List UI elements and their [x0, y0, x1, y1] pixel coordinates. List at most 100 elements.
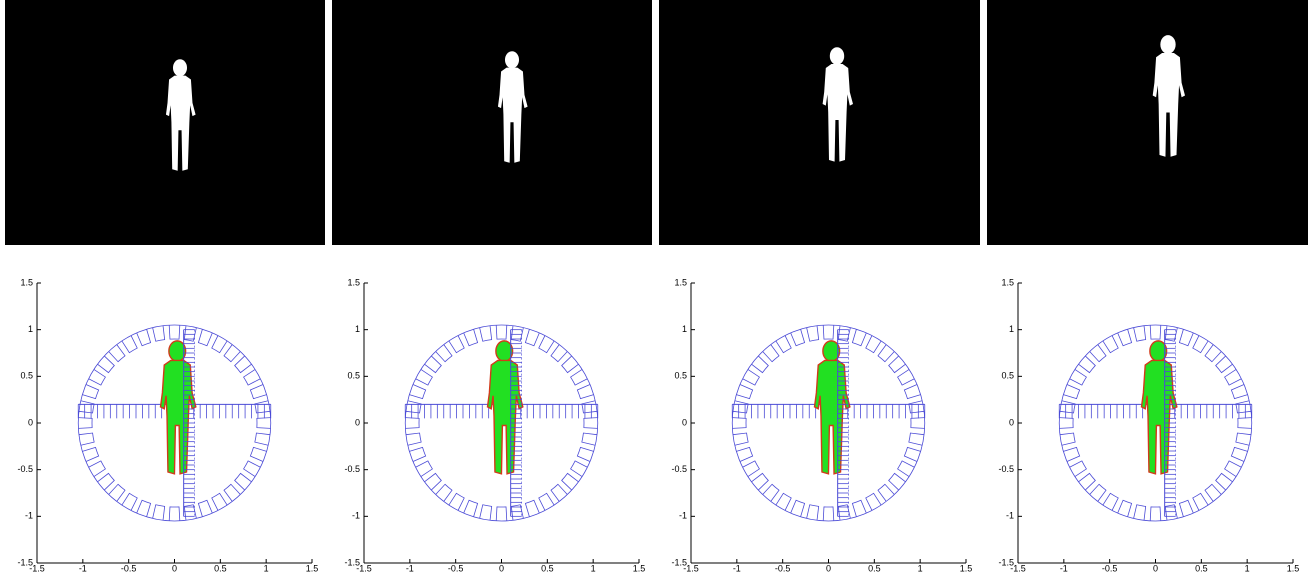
y-tick-label: 1.5: [1001, 277, 1014, 287]
silhouette-body: [161, 360, 196, 473]
y-tick-label: 1: [28, 324, 33, 334]
ring-notch: [571, 369, 588, 385]
ring-notch: [1134, 505, 1146, 521]
ring-notch: [1059, 418, 1073, 429]
ring-notch: [436, 484, 452, 501]
x-tick-label: 1: [591, 563, 596, 572]
x-tick-label: 1.5: [1287, 563, 1300, 572]
ring-notch: [889, 356, 906, 373]
ring-notch: [496, 507, 507, 521]
y-tick-label: 0: [1009, 417, 1014, 427]
ring-notch: [79, 401, 94, 413]
ring-notch: [763, 484, 779, 501]
ring-notch: [122, 336, 137, 353]
y-tick-label: -1: [679, 511, 687, 521]
ring-notch: [743, 369, 760, 385]
x-tick-label: 0: [172, 563, 177, 572]
x-tick-label: -1.5: [683, 563, 699, 572]
ring-notch: [416, 461, 433, 477]
silhouette-body: [815, 360, 850, 473]
y-tick-label: -0.5: [998, 464, 1014, 474]
ring-notch: [405, 418, 419, 429]
ring-notch: [1060, 401, 1075, 413]
ring-notch: [898, 461, 915, 477]
x-tick-label: 0.5: [541, 563, 554, 572]
y-tick-label: 1.5: [20, 277, 33, 287]
x-tick-label: 1.5: [306, 563, 319, 572]
silhouette: [1142, 341, 1177, 474]
ring-notch: [109, 345, 125, 362]
ring-notch: [1150, 507, 1161, 521]
y-tick-label: -0.5: [671, 464, 687, 474]
ring-notch: [79, 433, 94, 445]
x-tick-label: 0: [1153, 563, 1158, 572]
silhouette-head: [496, 341, 513, 361]
ring-notch: [878, 484, 894, 501]
ring-notch: [823, 507, 834, 521]
ring-notch: [898, 369, 915, 385]
x-tick-label: -1.5: [356, 563, 372, 572]
ring-notch: [823, 325, 834, 339]
ring-notch: [551, 345, 567, 362]
x-tick-label: -1: [79, 563, 87, 572]
ring-notch: [1060, 433, 1075, 445]
silhouette-body: [1142, 360, 1177, 473]
ring-notch: [424, 473, 441, 490]
ring-notch: [763, 345, 779, 362]
ring-notch: [224, 345, 240, 362]
ring-notch: [562, 356, 579, 373]
ring-notch: [551, 484, 567, 501]
ring-notch: [97, 473, 114, 490]
y-tick-label: -1: [25, 511, 33, 521]
silhouette-head: [1160, 35, 1175, 54]
ring-notch: [571, 461, 588, 477]
y-tick-label: 0.5: [347, 371, 360, 381]
ring-notch: [1216, 473, 1233, 490]
y-tick-label: -0.5: [17, 464, 33, 474]
ring-notch: [733, 433, 748, 445]
x-tick-label: 1: [264, 563, 269, 572]
ring-notch: [1078, 473, 1095, 490]
ring-notch: [235, 356, 252, 373]
ring-notch: [909, 433, 924, 445]
ring-notch: [889, 473, 906, 490]
ring-notch: [89, 369, 106, 385]
ring-notch: [866, 493, 881, 510]
x-tick-label: -1.5: [29, 563, 45, 572]
silhouette-head: [830, 47, 844, 65]
ring-notch: [212, 493, 227, 510]
ring-notch: [416, 369, 433, 385]
ring-notch: [1134, 326, 1146, 342]
y-tick-label: -1: [1006, 511, 1014, 521]
ring-notch: [1070, 369, 1087, 385]
ring-notch: [1225, 461, 1242, 477]
ring-notch: [582, 433, 597, 445]
ring-notch: [496, 325, 507, 339]
ring-notch: [1150, 325, 1161, 339]
ring-notch: [153, 326, 165, 342]
figure: -1.5 -1 -0.5 0 0.5 1 1.5 -1.5 -1 -0.5 0 0.5 1 1.5 -1.5…: [0, 0, 1313, 572]
ring-notch: [733, 401, 748, 413]
y-tick-label: 1.5: [347, 277, 360, 287]
ring-notch: [449, 493, 464, 510]
ring-notch: [97, 356, 114, 373]
x-tick-label: 0.5: [868, 563, 881, 572]
ring-notch: [169, 325, 180, 339]
ring-notch: [1238, 418, 1252, 429]
y-tick-label: 1: [682, 324, 687, 334]
ring-notch: [169, 507, 180, 521]
y-tick-label: 1.5: [674, 277, 687, 287]
ring-notch: [480, 326, 492, 342]
y-tick-label: -1: [352, 511, 360, 521]
silhouette: [815, 341, 850, 474]
ring-notch: [89, 461, 106, 477]
ring-notch: [244, 369, 261, 385]
x-tick-label: 1: [1245, 563, 1250, 572]
x-tick-label: -0.5: [775, 563, 791, 572]
ring-notch: [449, 336, 464, 353]
ring-notch: [122, 493, 137, 510]
ring-notch: [1225, 369, 1242, 385]
silhouette-head: [505, 51, 519, 68]
ring-notch: [78, 418, 92, 429]
ring-notch: [1070, 461, 1087, 477]
